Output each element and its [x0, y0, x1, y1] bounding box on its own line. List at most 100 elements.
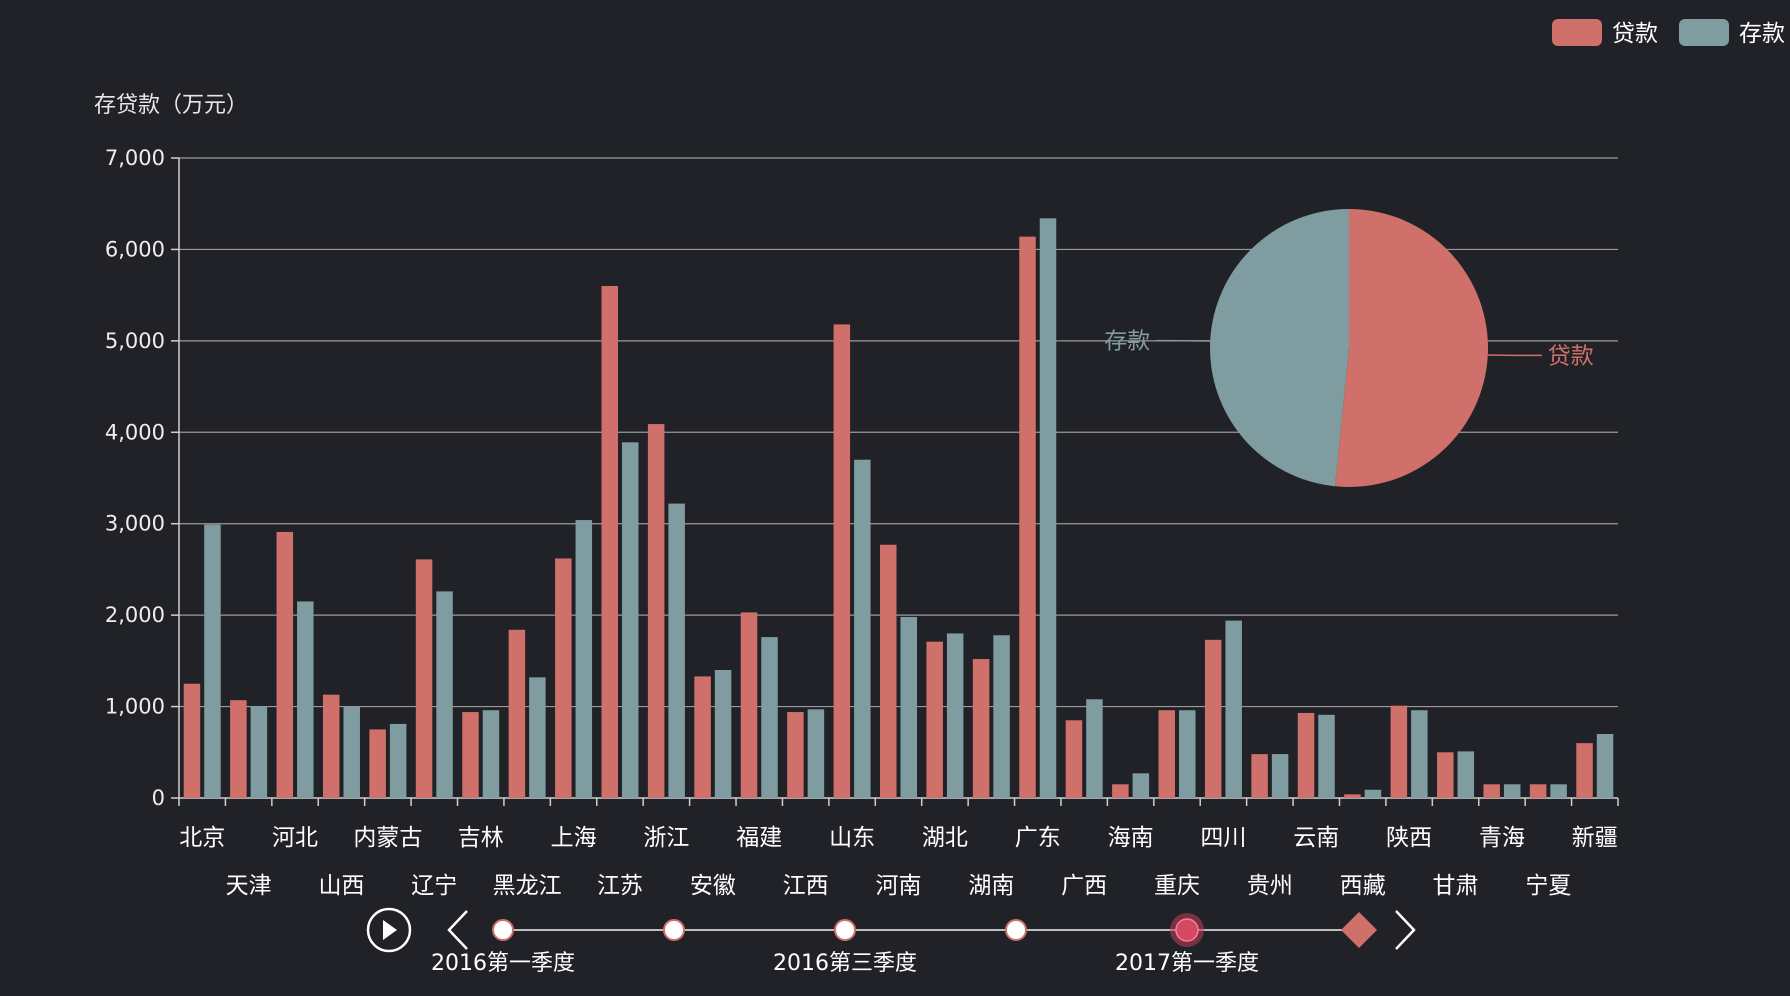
timeline-current-point[interactable]: [1176, 919, 1198, 941]
x-tick-label: 浙江: [643, 825, 689, 851]
bar-deposit[interactable]: [436, 591, 453, 798]
bar-loan[interactable]: [1344, 794, 1361, 798]
timeline-point[interactable]: [1006, 920, 1026, 940]
timeline-point[interactable]: [664, 920, 684, 940]
bar-loan[interactable]: [1530, 784, 1547, 798]
timeline-point[interactable]: [493, 920, 513, 940]
bar-deposit[interactable]: [668, 504, 685, 798]
bar-loan[interactable]: [1205, 640, 1222, 798]
bar-deposit[interactable]: [808, 709, 825, 798]
bar-loan[interactable]: [323, 695, 340, 798]
bar-deposit[interactable]: [297, 601, 314, 798]
bar-deposit[interactable]: [390, 724, 407, 798]
x-tick-label: 江西: [783, 873, 829, 899]
bar-deposit[interactable]: [576, 520, 593, 798]
bar-loan[interactable]: [694, 676, 711, 798]
bar-deposit[interactable]: [854, 460, 871, 798]
bar-loan[interactable]: [1159, 710, 1176, 798]
y-tick-label: 3,000: [105, 512, 165, 536]
bar-deposit[interactable]: [1504, 784, 1521, 798]
x-tick-label: 湖南: [968, 873, 1014, 899]
bar-deposit[interactable]: [1365, 790, 1382, 798]
bar-deposit[interactable]: [715, 670, 732, 798]
bar-loan[interactable]: [1112, 784, 1129, 798]
bar-deposit[interactable]: [1133, 773, 1150, 798]
x-tick-label: 陕西: [1386, 825, 1432, 851]
bar-loan[interactable]: [648, 424, 665, 798]
timeline-point[interactable]: [835, 920, 855, 940]
bar-loan[interactable]: [880, 545, 897, 798]
bar-deposit[interactable]: [1272, 754, 1289, 798]
x-tick-label: 安徽: [690, 873, 736, 899]
bar-loan[interactable]: [509, 630, 525, 798]
x-tick-label: 甘肃: [1433, 873, 1479, 899]
bar-loan[interactable]: [1391, 706, 1408, 798]
bar-loan[interactable]: [277, 532, 294, 798]
bar-deposit[interactable]: [947, 633, 964, 798]
bar-deposit[interactable]: [761, 637, 778, 798]
y-tick-label: 6,000: [105, 237, 165, 261]
pie-slice-deposit[interactable]: [1210, 209, 1349, 486]
bar-deposit[interactable]: [1550, 784, 1567, 798]
y-tick-label: 4,000: [105, 420, 165, 444]
bar-loan[interactable]: [416, 559, 433, 798]
bar-loan[interactable]: [1251, 754, 1268, 798]
legend-label[interactable]: 存款: [1739, 21, 1785, 47]
bar-loan[interactable]: [462, 712, 479, 798]
pie-label: 存款: [1104, 329, 1150, 355]
bar-loan[interactable]: [1019, 237, 1036, 798]
legend-swatch[interactable]: [1679, 19, 1729, 46]
bar-loan[interactable]: [184, 684, 201, 798]
bar-loan[interactable]: [1298, 713, 1315, 798]
bar-loan[interactable]: [601, 286, 618, 798]
bar-loan[interactable]: [369, 729, 386, 798]
bar-deposit[interactable]: [1086, 699, 1103, 798]
bar-loan[interactable]: [1066, 720, 1083, 798]
bar-loan[interactable]: [1483, 784, 1500, 798]
y-tick-label: 5,000: [105, 329, 165, 353]
bar-deposit[interactable]: [1318, 715, 1335, 798]
bar-deposit[interactable]: [1040, 218, 1057, 798]
bar-loan[interactable]: [741, 612, 758, 798]
legend-label[interactable]: 贷款: [1612, 21, 1658, 47]
x-tick-label: 天津: [226, 873, 272, 899]
bar-loan[interactable]: [973, 659, 990, 798]
timeline-label: 2016第三季度: [773, 951, 917, 976]
bar-loan[interactable]: [230, 700, 247, 798]
bar-deposit[interactable]: [1179, 710, 1196, 798]
bar-deposit[interactable]: [901, 617, 918, 798]
x-tick-label: 江苏: [597, 873, 643, 899]
bar-deposit[interactable]: [993, 635, 1010, 798]
bar-deposit[interactable]: [343, 707, 360, 798]
x-tick-label: 广东: [1015, 825, 1061, 851]
legend-swatch[interactable]: [1552, 19, 1602, 46]
play-icon: [383, 920, 397, 940]
timeline-end-marker[interactable]: [1341, 912, 1377, 948]
bar-deposit[interactable]: [1458, 751, 1475, 798]
bar-loan[interactable]: [926, 642, 943, 798]
y-tick-label: 7,000: [105, 146, 165, 170]
bar-deposit[interactable]: [251, 707, 268, 798]
chevron-right-icon[interactable]: [1396, 911, 1414, 949]
timeline-label: 2016第一季度: [431, 951, 575, 976]
bar-deposit[interactable]: [1411, 710, 1428, 798]
bar-loan[interactable]: [834, 324, 851, 798]
x-tick-label: 上海: [551, 825, 597, 851]
bar-loan[interactable]: [1576, 743, 1593, 798]
bar-loan[interactable]: [555, 558, 572, 798]
chevron-left-icon[interactable]: [449, 911, 467, 949]
bar-deposit[interactable]: [204, 525, 221, 798]
bar-deposit[interactable]: [622, 442, 639, 798]
bar-deposit[interactable]: [529, 677, 546, 798]
bar-loan[interactable]: [1437, 752, 1454, 798]
bar-deposit[interactable]: [483, 710, 500, 798]
bar-deposit[interactable]: [1225, 621, 1242, 798]
bar-deposit[interactable]: [1597, 734, 1614, 798]
bar-loan[interactable]: [787, 712, 804, 798]
x-tick-label: 贵州: [1247, 873, 1293, 899]
x-tick-label: 海南: [1108, 825, 1154, 851]
pie-slice-loan[interactable]: [1335, 209, 1488, 487]
x-tick-label: 云南: [1293, 825, 1339, 851]
